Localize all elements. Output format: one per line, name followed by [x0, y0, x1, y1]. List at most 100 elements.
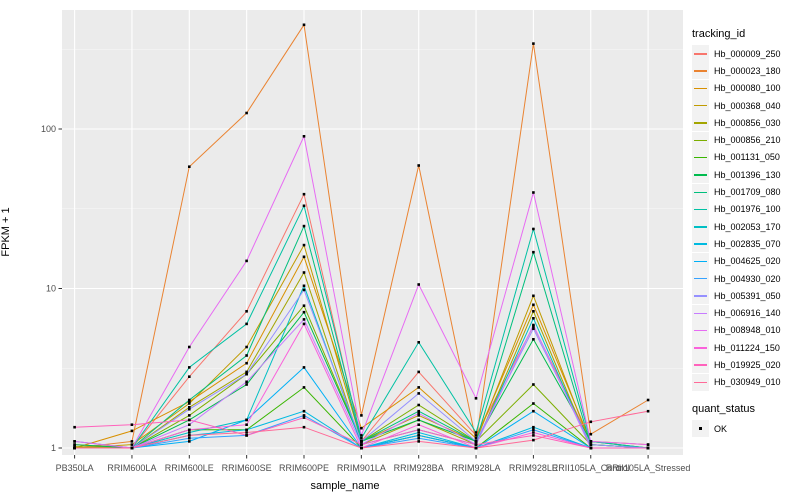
data-point [245, 380, 248, 384]
legend-key-swatch [692, 270, 709, 287]
legend-item-Hb_000009_250: Hb_000009_250 [692, 45, 798, 63]
data-point [188, 366, 191, 369]
legend-key-swatch [692, 339, 709, 357]
data-point [245, 434, 248, 437]
data-point [417, 164, 420, 167]
data-point [302, 366, 306, 369]
data-point [188, 345, 191, 349]
data-point [245, 259, 248, 263]
data-point [532, 438, 535, 442]
legend-item-Hb_019925_020: Hb_019925_020 [692, 356, 798, 374]
data-point [532, 250, 535, 254]
data-point [245, 383, 248, 386]
data-point [532, 294, 535, 298]
data-point [302, 284, 306, 288]
y-tick-label: 100 [41, 124, 56, 134]
legend-items: Hb_000009_250 Hb_000023_180 Hb_000080_100 H… [692, 45, 798, 391]
data-point [417, 440, 420, 443]
data-point [302, 288, 306, 292]
x-tick-label: RRIM600SE [222, 463, 272, 473]
data-point [474, 434, 478, 437]
legend-key-line [694, 295, 707, 297]
legend-label: Hb_005391_050 [714, 290, 781, 301]
data-point [646, 409, 650, 413]
legend-key-swatch [692, 356, 709, 374]
data-point [302, 322, 306, 326]
data-point [188, 398, 191, 402]
data-point [188, 431, 191, 434]
legend-key-swatch [692, 166, 709, 184]
legend-key-swatch [692, 79, 709, 97]
data-point [474, 437, 478, 440]
data-point [130, 440, 134, 443]
data-point [302, 255, 306, 259]
quant-status-legend: quant_status OK [692, 403, 798, 438]
data-point [589, 446, 593, 450]
data-point [417, 283, 420, 286]
data-point [73, 446, 76, 450]
data-point [360, 426, 363, 430]
data-point [188, 423, 191, 426]
legend-key-line [694, 312, 707, 314]
data-point [130, 446, 134, 450]
data-point [417, 370, 420, 374]
data-point [188, 402, 191, 405]
legend-item-Hb_000080_100: Hb_000080_100 [692, 79, 798, 97]
data-point [245, 111, 248, 115]
legend-key-line [694, 329, 707, 332]
quant-status-key-swatch [692, 420, 709, 438]
data-point [360, 414, 363, 417]
legend-key-swatch [692, 304, 709, 322]
data-point [532, 227, 535, 231]
data-point [302, 243, 306, 247]
data-point [646, 398, 650, 402]
data-point [474, 443, 478, 446]
data-point [188, 165, 191, 168]
data-point [188, 400, 191, 403]
data-point [532, 431, 535, 434]
legend-key-line [694, 208, 707, 211]
legend-title-tracking-id: tracking_id [692, 28, 746, 40]
legend-key-line [694, 191, 707, 193]
data-point [417, 418, 420, 422]
data-point [532, 191, 535, 194]
data-point [532, 425, 535, 429]
data-point [589, 443, 593, 446]
legend-label: Hb_011224_150 [714, 342, 780, 353]
panel-background [62, 10, 683, 455]
data-point [302, 409, 306, 413]
data-point [302, 192, 306, 196]
data-point [417, 431, 420, 434]
data-point [245, 345, 248, 349]
data-point [474, 440, 478, 443]
x-axis-title: sample_name [310, 480, 380, 492]
data-point [417, 428, 420, 432]
data-point [589, 432, 593, 436]
legend-item-Hb_001396_130: Hb_001396_130 [692, 166, 798, 184]
data-point [417, 392, 420, 395]
data-point [360, 440, 363, 443]
data-point [532, 42, 535, 45]
data-point [130, 443, 134, 446]
data-point [73, 443, 76, 446]
legend-item-Hb_001976_100: Hb_001976_100 [692, 200, 798, 218]
legend-key-swatch [692, 45, 709, 63]
legend-key-swatch [692, 252, 709, 270]
legend-label: Hb_001396_130 [714, 169, 781, 180]
data-point [302, 416, 306, 419]
legend-key-swatch [692, 62, 709, 80]
legend-key-line [694, 122, 707, 124]
data-point [188, 434, 191, 437]
legend-label: Hb_002053_170 [714, 221, 781, 232]
data-point [245, 310, 248, 313]
legend-item-Hb_006916_140: Hb_006916_140 [692, 304, 798, 322]
data-point [532, 317, 535, 320]
data-point [532, 409, 535, 413]
x-tick-label: RRIM600LA [107, 463, 156, 473]
legend-item-Hb_000856_210: Hb_000856_210 [692, 131, 798, 149]
legend-key-swatch [692, 200, 709, 218]
data-point [474, 431, 478, 434]
data-point [532, 323, 535, 327]
legend: tracking_id Hb_000009_250 Hb_000023_180 Hb… [692, 28, 798, 438]
data-point [360, 434, 363, 437]
